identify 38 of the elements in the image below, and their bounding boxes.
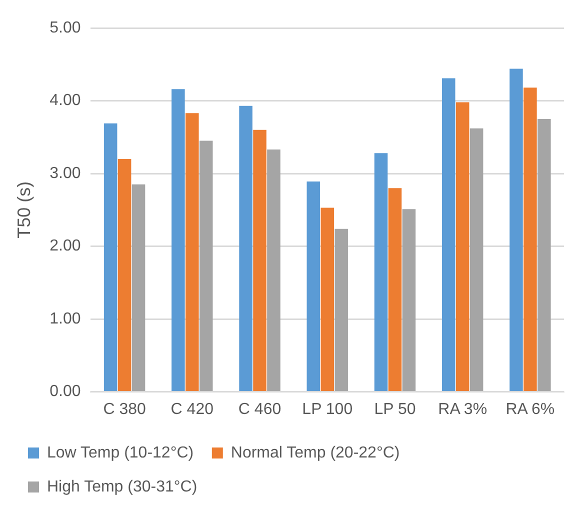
- y-tick-label: 3.00: [50, 164, 81, 182]
- bar: [402, 209, 416, 392]
- bar: [267, 150, 280, 392]
- bar: [253, 130, 266, 392]
- x-tick-label: C 460: [238, 400, 282, 418]
- y-tick-label: 2.00: [50, 238, 81, 255]
- bar: [456, 102, 470, 392]
- y-tick-label: 1.00: [50, 310, 81, 328]
- bar: [172, 89, 185, 392]
- bar: [132, 184, 146, 392]
- bar: [320, 208, 334, 392]
- y-tick-label: 4.00: [50, 92, 81, 110]
- bar: [374, 153, 388, 392]
- y-axis-title: T50 (s): [14, 181, 34, 238]
- bar: [388, 188, 402, 392]
- x-tick-label: C 380: [103, 400, 146, 418]
- x-tick-label: C 420: [170, 400, 214, 418]
- bar: [538, 118, 551, 392]
- bar: [104, 123, 118, 392]
- bar: [239, 106, 252, 392]
- bar: [524, 88, 537, 392]
- bar: [186, 113, 199, 392]
- bar: [199, 140, 213, 392]
- bar: [470, 128, 484, 392]
- y-tick-label: 5.00: [50, 19, 81, 36]
- bar: [334, 228, 348, 392]
- bar: [442, 78, 456, 392]
- bar: [510, 68, 523, 392]
- bar: [118, 158, 132, 392]
- legend-label: High Temp (30-31°C): [47, 478, 198, 496]
- x-tick-label: LP 100: [302, 400, 353, 418]
- legend-label: Low Temp (10-12°C): [47, 444, 194, 462]
- legend-label: Normal Temp (20-22°C): [230, 444, 400, 462]
- x-tick-label: RA 6%: [506, 400, 555, 418]
- y-tick-label: 0.00: [50, 383, 81, 400]
- bar: [306, 182, 320, 392]
- x-tick-label: RA 3%: [438, 400, 488, 418]
- x-tick-label: LP 50: [374, 400, 416, 418]
